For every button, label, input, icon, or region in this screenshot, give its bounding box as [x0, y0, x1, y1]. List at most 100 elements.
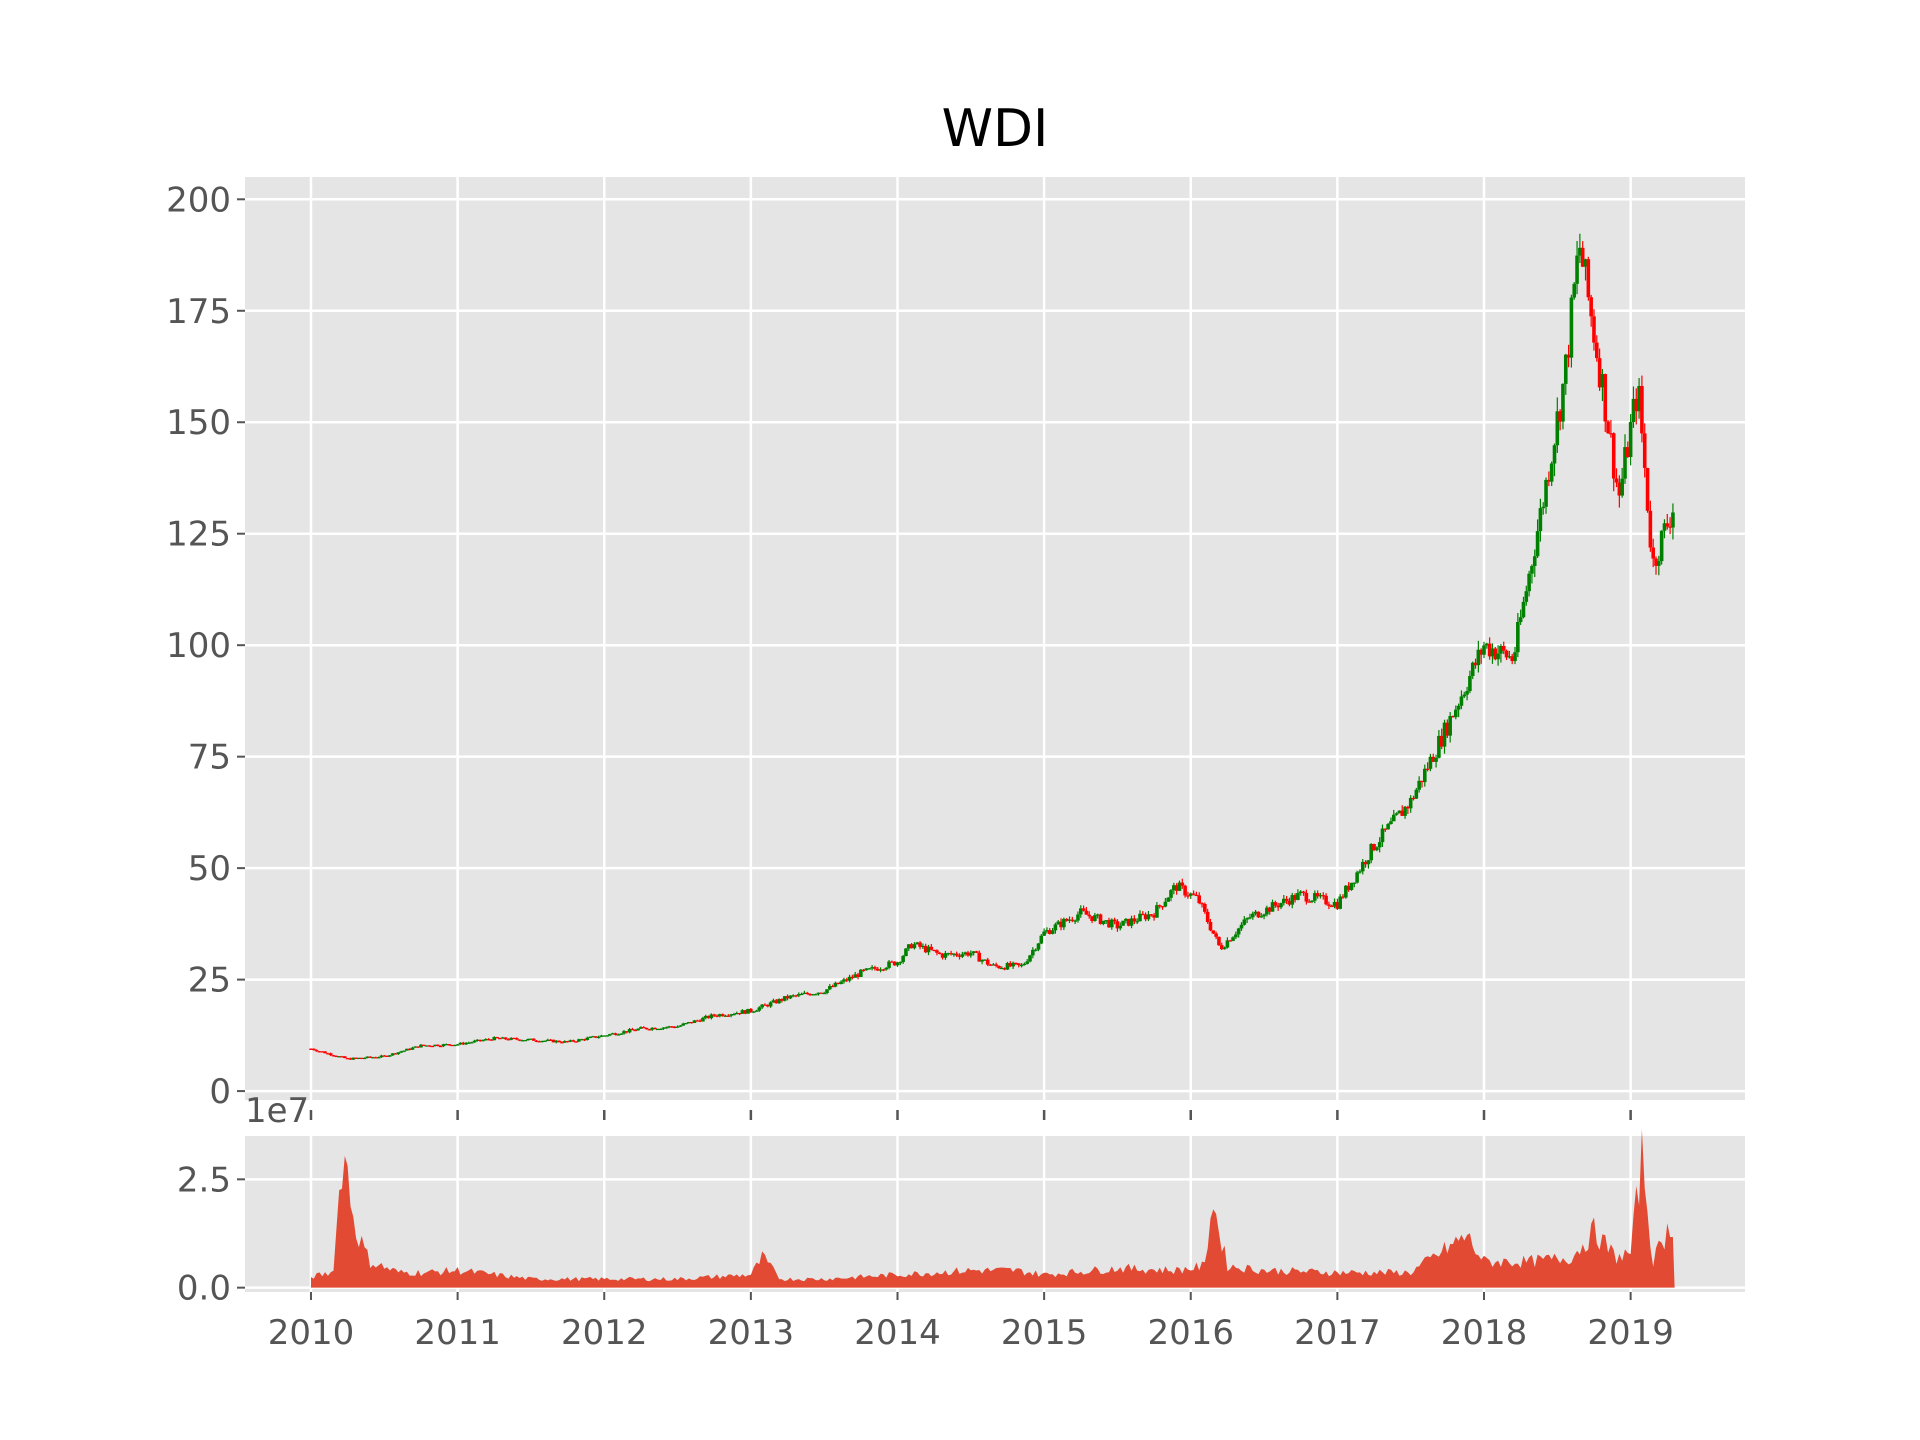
- candle-body: [932, 949, 936, 952]
- candle-body: [706, 1015, 711, 1019]
- candle-body: [1231, 937, 1235, 941]
- candle-body: [1186, 895, 1190, 897]
- candle-body: [540, 1040, 545, 1043]
- candle-body: [811, 994, 815, 996]
- candle-body: [1611, 433, 1616, 479]
- candle-body: [430, 1045, 435, 1048]
- candle-body: [337, 1056, 341, 1058]
- candle-body: [537, 1041, 542, 1043]
- candle-body: [1620, 478, 1624, 496]
- candle-body: [797, 994, 801, 996]
- candle-body: [469, 1042, 474, 1044]
- candle-body: [1637, 385, 1641, 412]
- candle-body: [1016, 963, 1021, 966]
- candle-body: [1462, 694, 1467, 697]
- candle-body: [782, 996, 787, 1001]
- candle-body: [1155, 905, 1159, 918]
- candle-body: [870, 967, 874, 969]
- candle-body: [1648, 510, 1653, 548]
- candle-body: [1008, 963, 1013, 967]
- candle-body: [729, 1014, 733, 1016]
- candle-body: [1391, 814, 1396, 822]
- candle-body: [1600, 374, 1605, 388]
- candle-body: [966, 952, 970, 956]
- candle-body: [371, 1057, 375, 1059]
- candle-body: [599, 1035, 604, 1037]
- price-y-tick-label: 150: [166, 403, 231, 443]
- candle-body: [427, 1045, 432, 1047]
- candle-body: [726, 1015, 731, 1017]
- candle-body: [1163, 901, 1168, 907]
- candle-body: [447, 1044, 451, 1046]
- candle-body: [701, 1017, 705, 1022]
- candle-body: [898, 962, 903, 964]
- price-panel: 0 25 50 75 100 125 150 175 200: [166, 177, 1745, 1120]
- candle-body: [376, 1057, 381, 1059]
- candle-body: [647, 1029, 652, 1031]
- candlestick-series: [309, 233, 1675, 1060]
- candle-body: [560, 1042, 564, 1044]
- candle-body: [399, 1051, 404, 1053]
- candle-body: [1372, 843, 1376, 851]
- candle-body: [1070, 919, 1075, 921]
- candle-body: [1205, 911, 1210, 923]
- candle-body: [1358, 871, 1362, 873]
- candle-body: [1651, 547, 1655, 559]
- candle-body: [1496, 653, 1500, 660]
- candle-body: [873, 967, 877, 969]
- candle-body: [1059, 921, 1063, 928]
- candle-body: [1287, 900, 1292, 905]
- candle-body: [1369, 843, 1374, 861]
- candle-body: [878, 969, 883, 971]
- candle-body: [929, 946, 934, 950]
- candle-body: [847, 976, 852, 981]
- candle-body: [1555, 411, 1560, 446]
- candle-body: [1276, 905, 1280, 908]
- candle-body: [1355, 872, 1359, 883]
- candle-body: [1417, 780, 1421, 790]
- candle-body: [1442, 722, 1447, 747]
- candle-body: [1394, 813, 1399, 815]
- candle-body: [1191, 893, 1196, 895]
- candle-body: [1228, 940, 1233, 942]
- candle-body: [906, 944, 911, 949]
- candle-body: [1485, 643, 1489, 646]
- x-tick-label: 2011: [414, 1313, 501, 1353]
- candle-body: [385, 1055, 389, 1057]
- candle-body: [1642, 433, 1647, 468]
- candle-body: [672, 1026, 677, 1029]
- candle-body: [1510, 656, 1515, 662]
- candle-body: [1073, 920, 1077, 922]
- candle-body: [323, 1051, 327, 1054]
- candle-body: [1493, 648, 1498, 660]
- candle-body: [813, 994, 818, 996]
- candle-body: [1583, 259, 1588, 267]
- candle-body: [1437, 735, 1441, 758]
- candle-body: [1594, 342, 1599, 359]
- candle-body: [1454, 709, 1458, 718]
- candle-body: [867, 968, 872, 970]
- candle-body: [627, 1029, 632, 1033]
- candle-body: [1296, 893, 1300, 900]
- candle-body: [988, 964, 993, 966]
- candle-body: [1002, 967, 1007, 970]
- x-tick-label: 2012: [561, 1313, 648, 1353]
- price-y-tick-label: 175: [166, 292, 231, 332]
- candle-body: [1126, 918, 1131, 926]
- candle-body: [828, 986, 832, 990]
- candle-body: [374, 1057, 378, 1059]
- candle-body: [960, 954, 965, 957]
- candle-body: [438, 1045, 443, 1048]
- candle-body: [695, 1020, 700, 1022]
- candle-body: [602, 1035, 607, 1037]
- candle-body: [582, 1039, 587, 1041]
- candle-body: [1597, 358, 1602, 388]
- candle-body: [630, 1029, 635, 1031]
- candle-body: [1626, 447, 1630, 458]
- candle-body: [774, 1000, 779, 1004]
- candle-body: [1039, 935, 1044, 944]
- candle-body: [1259, 916, 1264, 918]
- candle-body: [822, 993, 826, 995]
- candle-body: [794, 995, 798, 997]
- candle-body: [664, 1027, 669, 1029]
